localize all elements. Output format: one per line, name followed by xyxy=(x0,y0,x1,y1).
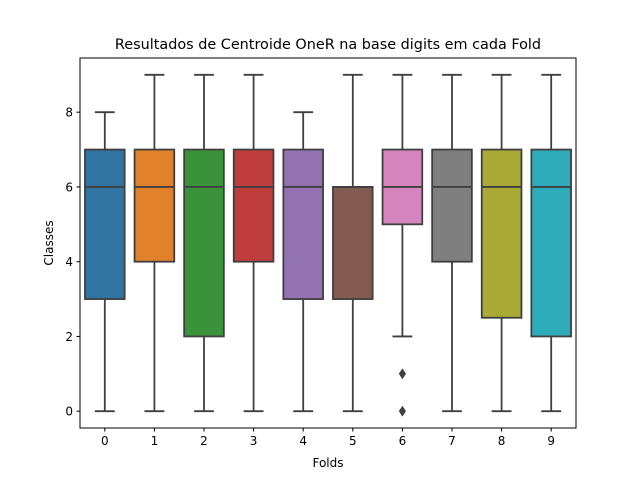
iqr-box xyxy=(282,148,324,300)
iqr-box xyxy=(84,148,126,300)
x-axis-label: Folds xyxy=(312,456,343,470)
x-tick-label: 0 xyxy=(101,434,109,448)
x-tick-label: 9 xyxy=(547,434,555,448)
box-fold-2 xyxy=(183,73,225,413)
x-tick-label: 3 xyxy=(250,434,258,448)
x-tick-label: 1 xyxy=(151,434,159,448)
box-fold-9 xyxy=(530,73,572,413)
chart-title: Resultados de Centroide OneR na base dig… xyxy=(115,37,541,53)
box-fold-1 xyxy=(133,73,176,413)
iqr-box xyxy=(183,148,225,338)
x-tick-label: 8 xyxy=(498,434,506,448)
x-tick-label: 4 xyxy=(299,434,307,448)
box-fold-6 xyxy=(381,73,424,417)
iqr-box xyxy=(431,148,473,263)
box-fold-8 xyxy=(480,73,523,413)
outlier-point xyxy=(398,368,407,380)
x-tick-label: 5 xyxy=(349,434,357,448)
box-fold-0 xyxy=(84,111,126,413)
iqr-box xyxy=(232,148,275,263)
x-tick-label: 7 xyxy=(448,434,456,448)
iqr-box xyxy=(332,186,374,300)
box-fold-7 xyxy=(431,73,473,413)
box-fold-5 xyxy=(332,73,374,413)
plot-frame xyxy=(79,57,577,429)
iqr-box xyxy=(480,148,523,319)
box-fold-4 xyxy=(282,111,324,413)
y-tick-label: 2 xyxy=(65,330,73,344)
outlier-point xyxy=(398,405,407,417)
y-tick-label: 0 xyxy=(65,405,73,419)
box-fold-3 xyxy=(232,73,275,413)
y-tick-label: 8 xyxy=(65,106,73,120)
x-tick-label: 6 xyxy=(399,434,407,448)
plot-marks xyxy=(84,73,572,417)
axes-ticks: 0 1 2 3 4 5 6 7 8 9 0 2 4 6 8 xyxy=(65,106,555,448)
y-tick-label: 4 xyxy=(65,255,73,269)
y-tick-label: 6 xyxy=(65,180,73,194)
y-axis-label: Classes xyxy=(42,220,56,265)
iqr-box xyxy=(133,148,176,263)
x-tick-label: 2 xyxy=(200,434,208,448)
iqr-box xyxy=(530,148,572,338)
